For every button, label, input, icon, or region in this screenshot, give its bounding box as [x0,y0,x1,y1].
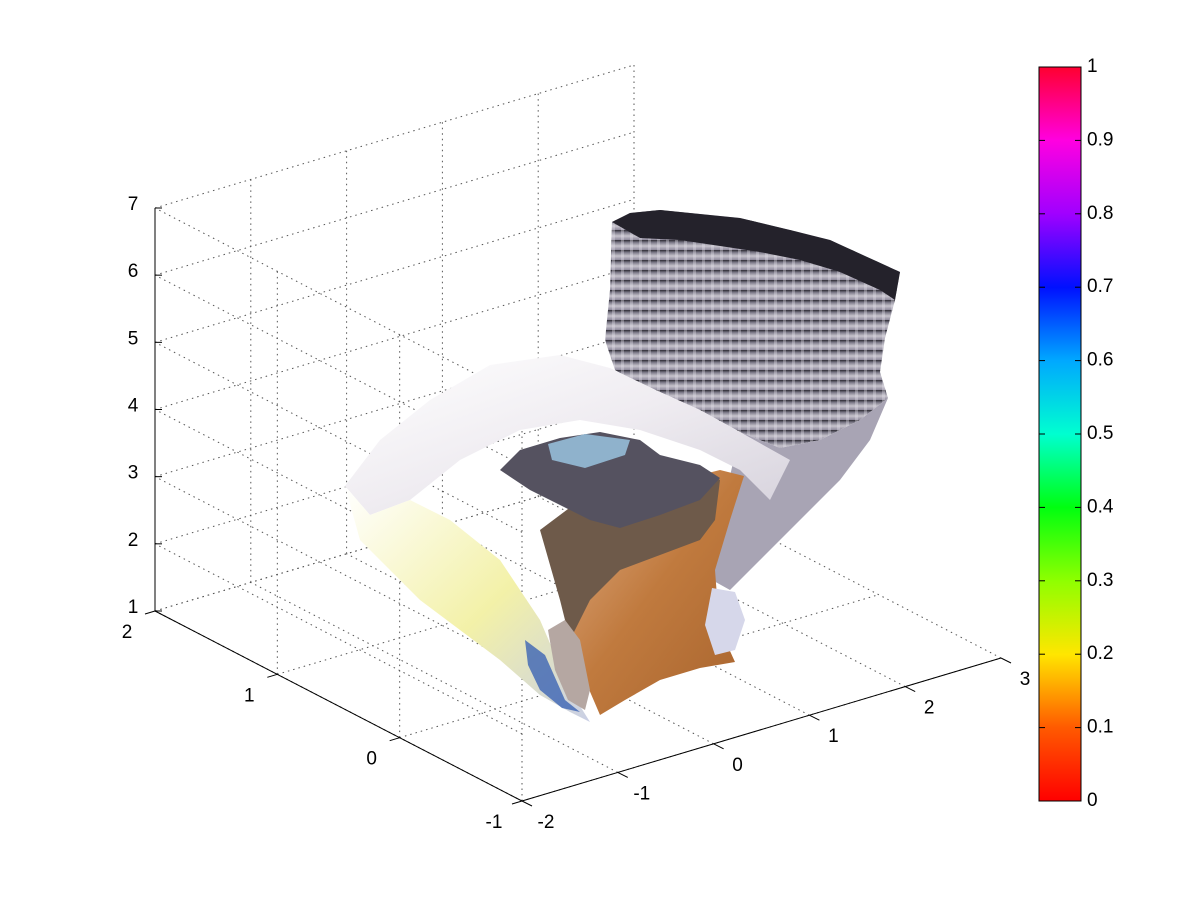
z-tick-label: 6 [128,261,139,282]
x-tick-mark [521,800,533,807]
grid-backwall-z [154,131,635,276]
colorbar-tick-label: 0.3 [1087,570,1113,591]
grid-backwall-z [154,198,635,343]
x-tick-label: -1 [633,783,650,804]
grid-sidewall-z [154,207,523,399]
y-tick-mark [389,737,400,742]
x-tick-label: 0 [732,755,743,776]
y-tick-label: 2 [122,622,133,643]
x-tick-mark [809,714,820,721]
colorbar-tick-label: 0.2 [1087,643,1113,664]
axes-box [144,207,1012,807]
x-tick-mark [1000,657,1012,664]
surface-wall-top-edge [612,210,900,300]
colorbar-tick-label: 1 [1087,56,1098,77]
x-tick-label: 1 [828,726,839,747]
z-tick-label: 4 [128,396,139,417]
surface-column-left [548,620,590,710]
x-tick-mark [904,686,916,693]
colorbar-tick-label: 0.8 [1087,203,1113,224]
surface-back-wall [605,210,900,448]
y-tick-mark [144,610,156,615]
z-tick-label: 2 [128,530,139,551]
colorbar-tick-label: 0 [1087,790,1098,811]
y-tick-label: 1 [244,685,255,706]
z-tick-label: 3 [128,463,139,484]
colorbar-tick-label: 0.7 [1087,276,1113,297]
z-tick-label: 1 [128,597,139,618]
surface-right-bottom-patch [705,588,745,655]
x-tick-label: -2 [538,812,555,833]
colorbar-tick-label: 0.4 [1087,496,1114,517]
x-axis-line [521,657,1002,802]
x-tick-label: 3 [1020,669,1031,690]
colorbar-tick-label: 0.5 [1087,423,1113,444]
grid-floor-y [399,594,879,739]
x-tick-mark [713,743,724,750]
colorbar-gradient [1038,66,1082,802]
surface-blue-patch [525,640,580,712]
z-tick-label: 5 [128,328,139,349]
colorbar-tick-label: 0.1 [1087,717,1113,738]
x-tick-mark [617,771,629,778]
grid-backwall-z [154,333,635,478]
x-tick-label: 2 [924,698,935,719]
colorbar-tick-label: 0.6 [1087,350,1113,371]
grid-backwall-z [154,400,635,545]
surface-monitor-screen [548,434,630,468]
grid-backwall-z [154,467,635,612]
grid-backwall-z [154,266,635,410]
y-tick-mark [267,673,278,678]
colorbar: 0 0.1 0.2 0.3 0.4 0.5 0.6 0.7 0.8 0.9 1 [1038,56,1114,811]
grid-floor-y [277,530,757,675]
grid-backwall-z [154,64,635,209]
y-tick-mark [511,800,523,805]
y-tick-label: -1 [486,812,503,833]
y-tick-label: 0 [366,749,377,770]
surface-plot [345,210,900,722]
z-tick-label: 7 [128,194,139,215]
colorbar-tick-label: 0.9 [1087,129,1113,150]
colorbar-ticks: 0 0.1 0.2 0.3 0.4 0.5 0.6 0.7 0.8 0.9 1 [1039,56,1114,811]
axis-tick-labels: -2 -1 0 1 2 3 -1 0 1 2 1 2 3 4 5 6 7 [122,194,1031,833]
y-axis-line [154,610,523,802]
surface-top-face [345,355,790,515]
